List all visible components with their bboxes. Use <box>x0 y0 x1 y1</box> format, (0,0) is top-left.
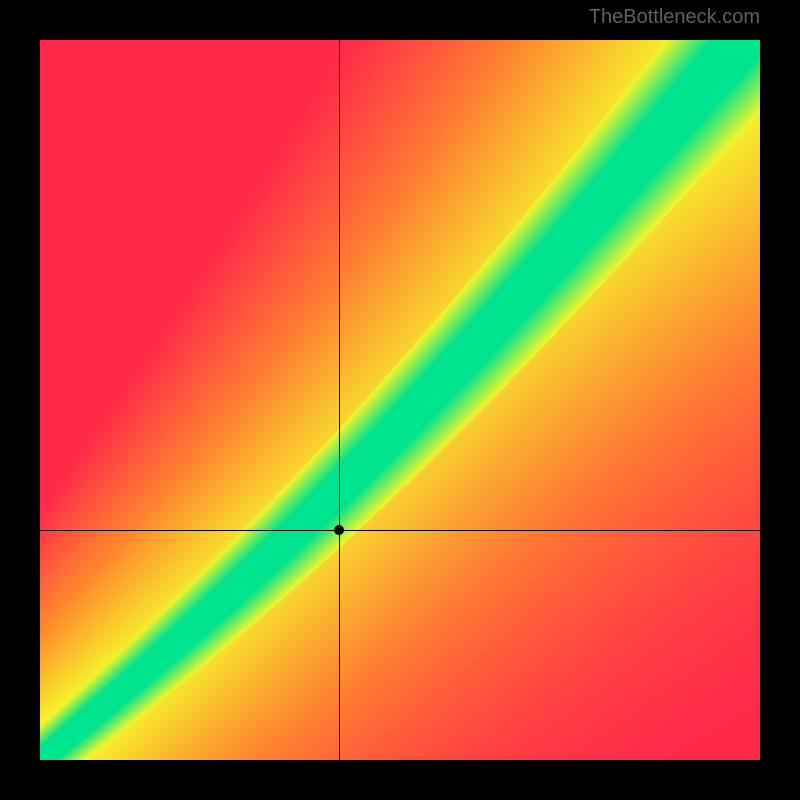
crosshair-horizontal <box>40 530 760 531</box>
bottleneck-heatmap <box>40 40 760 760</box>
heatmap-canvas <box>40 40 760 760</box>
crosshair-vertical <box>339 40 340 760</box>
watermark-text: TheBottleneck.com <box>589 6 760 29</box>
crosshair-marker <box>334 525 344 535</box>
